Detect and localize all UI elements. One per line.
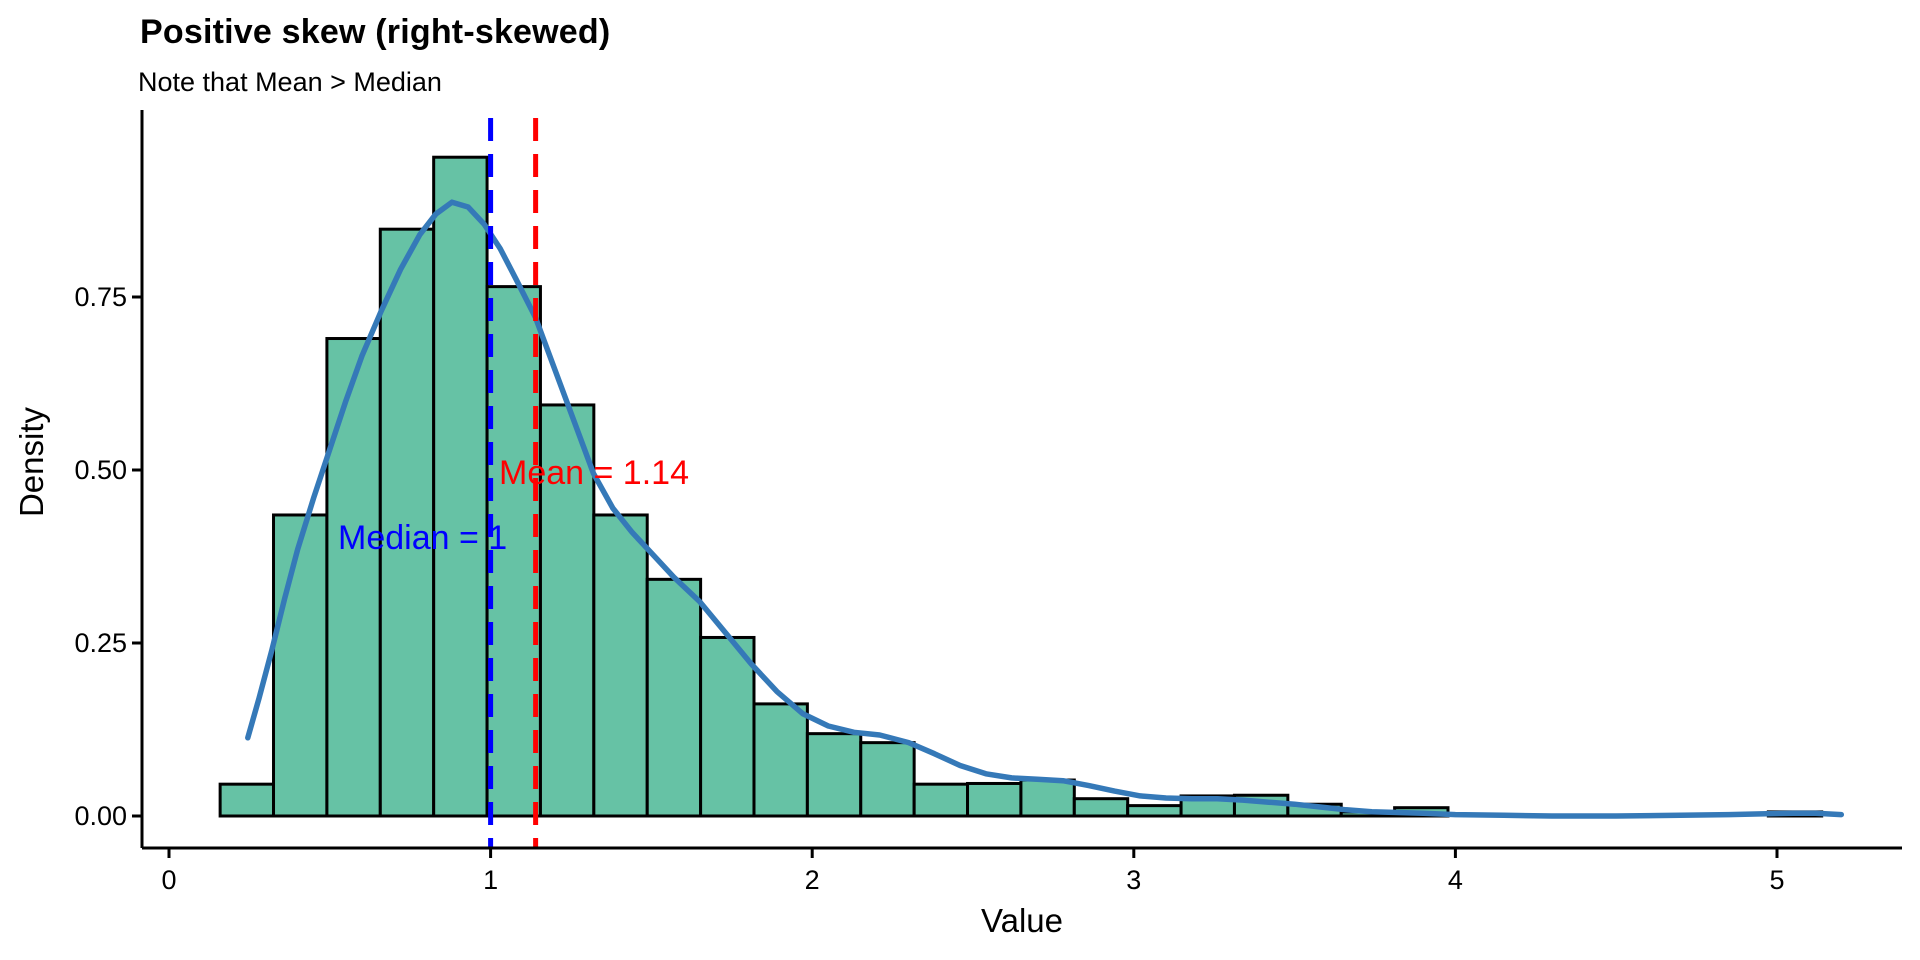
histogram-bar: [325, 337, 382, 818]
histogram-bar: [1019, 778, 1076, 818]
y-tick-label: 0.00: [74, 801, 127, 831]
chart-subtitle: Note that Mean > Median: [138, 67, 442, 97]
histogram-bar: [1126, 804, 1183, 818]
histogram-bar: [859, 741, 916, 818]
histogram-bar: [805, 732, 863, 818]
x-tick-label: 2: [805, 865, 820, 895]
y-tick-label: 0.50: [74, 455, 127, 485]
y-axis-title: Density: [13, 406, 50, 518]
mean-annotation: Mean = 1.14: [499, 454, 689, 492]
x-tick-label: 0: [161, 865, 176, 895]
histogram-bar: [485, 285, 542, 818]
median-annotation: Median = 1: [338, 519, 508, 557]
histogram-bar: [432, 155, 489, 818]
x-axis-title: Value: [981, 902, 1063, 939]
histogram-bar: [645, 577, 703, 818]
x-tick-label: 4: [1448, 865, 1463, 895]
histogram-bar: [966, 781, 1023, 818]
histogram-bar: [752, 702, 809, 818]
chart-title: Positive skew (right-skewed): [140, 13, 611, 51]
y-tick-label: 0.75: [74, 282, 127, 312]
histogram-bar: [592, 513, 649, 818]
density-curve: [245, 199, 1845, 819]
histogram-bar: [1072, 797, 1130, 818]
x-tick-label: 3: [1126, 865, 1141, 895]
histogram-bar: [699, 635, 756, 818]
histogram-bar: [912, 782, 970, 818]
histogram-bar: [272, 513, 329, 818]
histogram-bar: [218, 782, 276, 818]
x-tick-label: 1: [483, 865, 498, 895]
y-tick-label: 0.25: [74, 628, 127, 658]
histogram-bar: [378, 227, 436, 818]
x-tick-label: 5: [1769, 865, 1784, 895]
